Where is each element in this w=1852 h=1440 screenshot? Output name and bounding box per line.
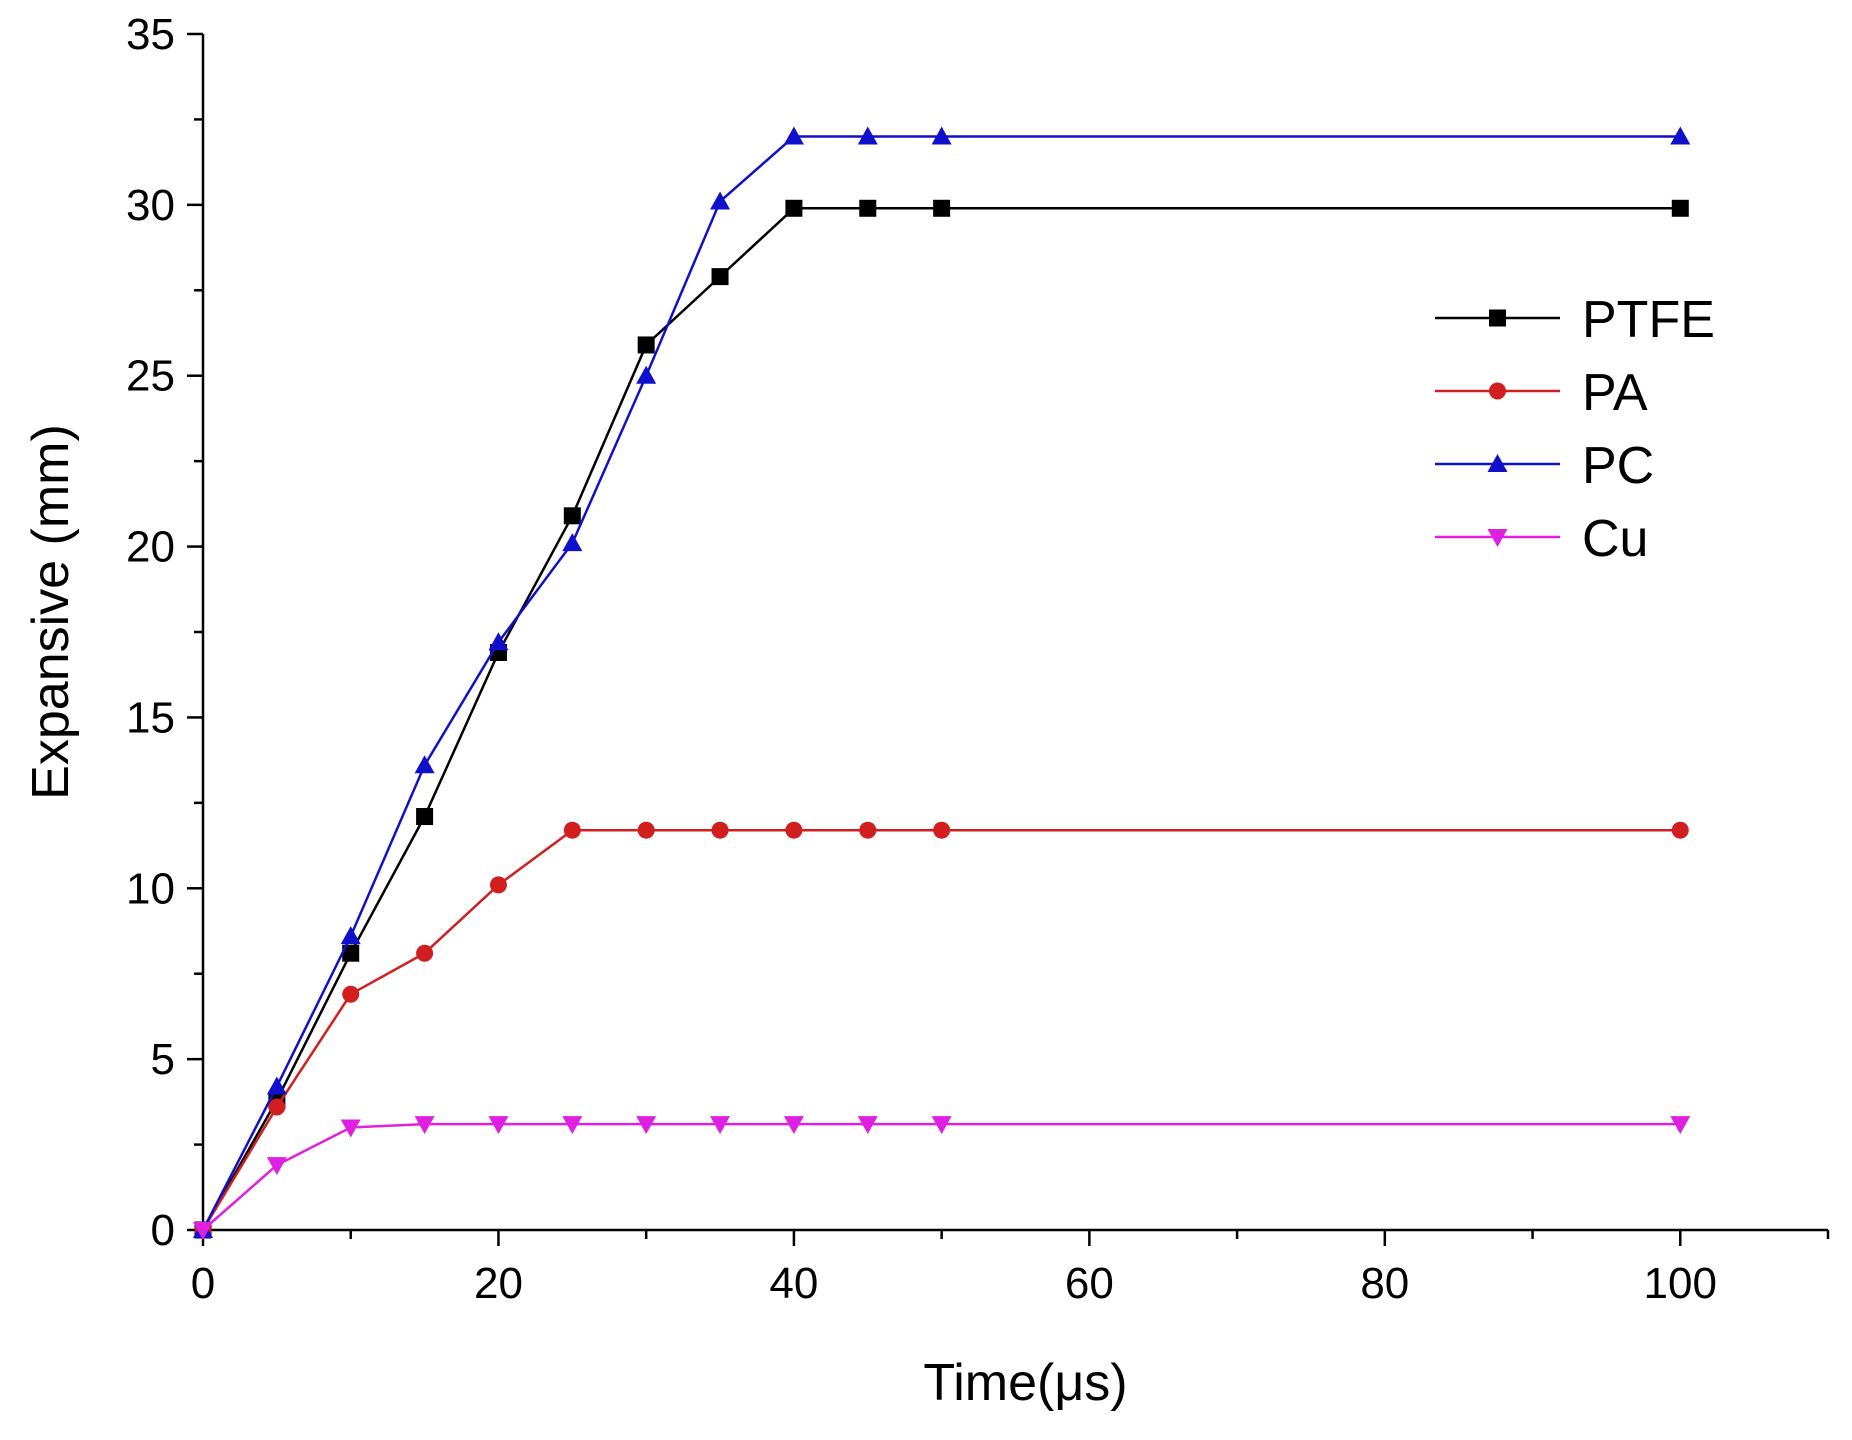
legend-marker-cu bbox=[1487, 529, 1508, 547]
data-point-cu bbox=[488, 1116, 509, 1135]
legend-item-ptfe: PTFE bbox=[1435, 291, 1715, 349]
data-point-pc bbox=[710, 191, 731, 210]
data-point-pa bbox=[416, 944, 434, 962]
legend-label-pa: PA bbox=[1582, 364, 1648, 422]
data-point-cu bbox=[710, 1116, 731, 1135]
series-layer bbox=[193, 126, 1691, 1240]
data-point-pa bbox=[268, 1098, 286, 1116]
y-tick-label: 35 bbox=[126, 10, 175, 59]
x-tick-label: 0 bbox=[191, 1259, 215, 1308]
y-tick-label: 15 bbox=[126, 693, 175, 742]
data-point-cu bbox=[414, 1116, 435, 1135]
data-point-pc bbox=[636, 365, 657, 384]
data-point-ptfe bbox=[785, 199, 803, 217]
data-point-cu bbox=[857, 1116, 878, 1135]
data-point-pc bbox=[266, 1076, 287, 1095]
series-cu bbox=[193, 1116, 1691, 1240]
y-tick-label: 25 bbox=[126, 352, 175, 401]
axes: 0 5 10 15 20 25 30 35 0 20 40 60 80 100 bbox=[126, 10, 1830, 1308]
series-line-pc bbox=[201, 135, 1681, 1231]
data-point-pa bbox=[859, 821, 877, 839]
data-point-cu bbox=[783, 1116, 804, 1135]
series-ptfe bbox=[194, 199, 1689, 1239]
x-axis-ticks: 0 20 40 60 80 100 bbox=[191, 1230, 1830, 1308]
series-pa bbox=[194, 821, 1689, 1239]
data-point-pc bbox=[562, 533, 583, 552]
data-point-pa bbox=[563, 821, 581, 839]
data-point-pc bbox=[414, 755, 435, 774]
series-line-ptfe bbox=[201, 207, 1681, 1231]
data-point-pa bbox=[1671, 821, 1689, 839]
legend-marker-ptfe bbox=[1489, 309, 1506, 327]
legend-marker-pa bbox=[1489, 382, 1506, 400]
legend-label-pc: PC bbox=[1582, 437, 1654, 495]
x-tick-label: 60 bbox=[1065, 1259, 1114, 1308]
data-point-pa bbox=[342, 985, 360, 1003]
data-point-pc bbox=[340, 926, 361, 945]
data-point-ptfe bbox=[563, 507, 581, 525]
data-point-cu bbox=[931, 1116, 952, 1135]
data-point-pc bbox=[931, 126, 952, 145]
data-point-pc bbox=[1670, 126, 1691, 145]
data-point-ptfe bbox=[342, 944, 360, 962]
data-point-pc bbox=[488, 632, 509, 651]
x-axis-title: Time(μs) bbox=[923, 1354, 1127, 1412]
data-point-pa bbox=[489, 876, 507, 894]
y-tick-label: 0 bbox=[151, 1206, 175, 1255]
data-point-pc bbox=[857, 126, 878, 145]
x-tick-label: 20 bbox=[474, 1259, 523, 1308]
legend-item-cu: Cu bbox=[1435, 510, 1648, 568]
data-point-ptfe bbox=[933, 199, 951, 217]
y-tick-label: 5 bbox=[151, 1035, 175, 1084]
data-point-ptfe bbox=[637, 336, 655, 354]
data-point-cu bbox=[266, 1157, 287, 1176]
series-pc bbox=[193, 126, 1691, 1238]
data-point-cu bbox=[636, 1116, 657, 1135]
data-point-cu bbox=[193, 1222, 213, 1240]
legend: PTFE PA PC Cu bbox=[1435, 291, 1715, 568]
data-point-ptfe bbox=[859, 199, 877, 217]
data-point-pa bbox=[637, 821, 655, 839]
legend-item-pc: PC bbox=[1435, 437, 1654, 495]
legend-item-pa: PA bbox=[1435, 364, 1648, 422]
legend-marker-pc bbox=[1487, 454, 1508, 472]
data-point-ptfe bbox=[1671, 199, 1689, 217]
y-axis-title: Expansive (mm) bbox=[22, 424, 80, 800]
data-point-pa bbox=[711, 821, 729, 839]
x-tick-label: 100 bbox=[1644, 1259, 1717, 1308]
y-tick-label: 20 bbox=[126, 523, 175, 572]
x-tick-label: 40 bbox=[769, 1259, 818, 1308]
series-line-pa bbox=[201, 828, 1681, 1231]
data-point-ptfe bbox=[416, 808, 434, 826]
x-tick-label: 80 bbox=[1360, 1259, 1409, 1308]
data-point-pa bbox=[785, 821, 803, 839]
legend-label-cu: Cu bbox=[1582, 510, 1648, 568]
data-point-cu bbox=[340, 1119, 361, 1138]
y-axis-ticks: 0 5 10 15 20 25 30 35 bbox=[126, 10, 203, 1255]
data-point-ptfe bbox=[711, 268, 729, 286]
y-tick-label: 10 bbox=[126, 864, 175, 913]
series-line-cu bbox=[202, 1122, 1681, 1231]
data-point-cu bbox=[1670, 1116, 1691, 1135]
data-point-pc bbox=[783, 126, 804, 145]
data-point-pa bbox=[933, 821, 951, 839]
legend-label-ptfe: PTFE bbox=[1582, 291, 1715, 349]
data-point-cu bbox=[562, 1116, 583, 1135]
y-tick-label: 30 bbox=[126, 181, 175, 230]
